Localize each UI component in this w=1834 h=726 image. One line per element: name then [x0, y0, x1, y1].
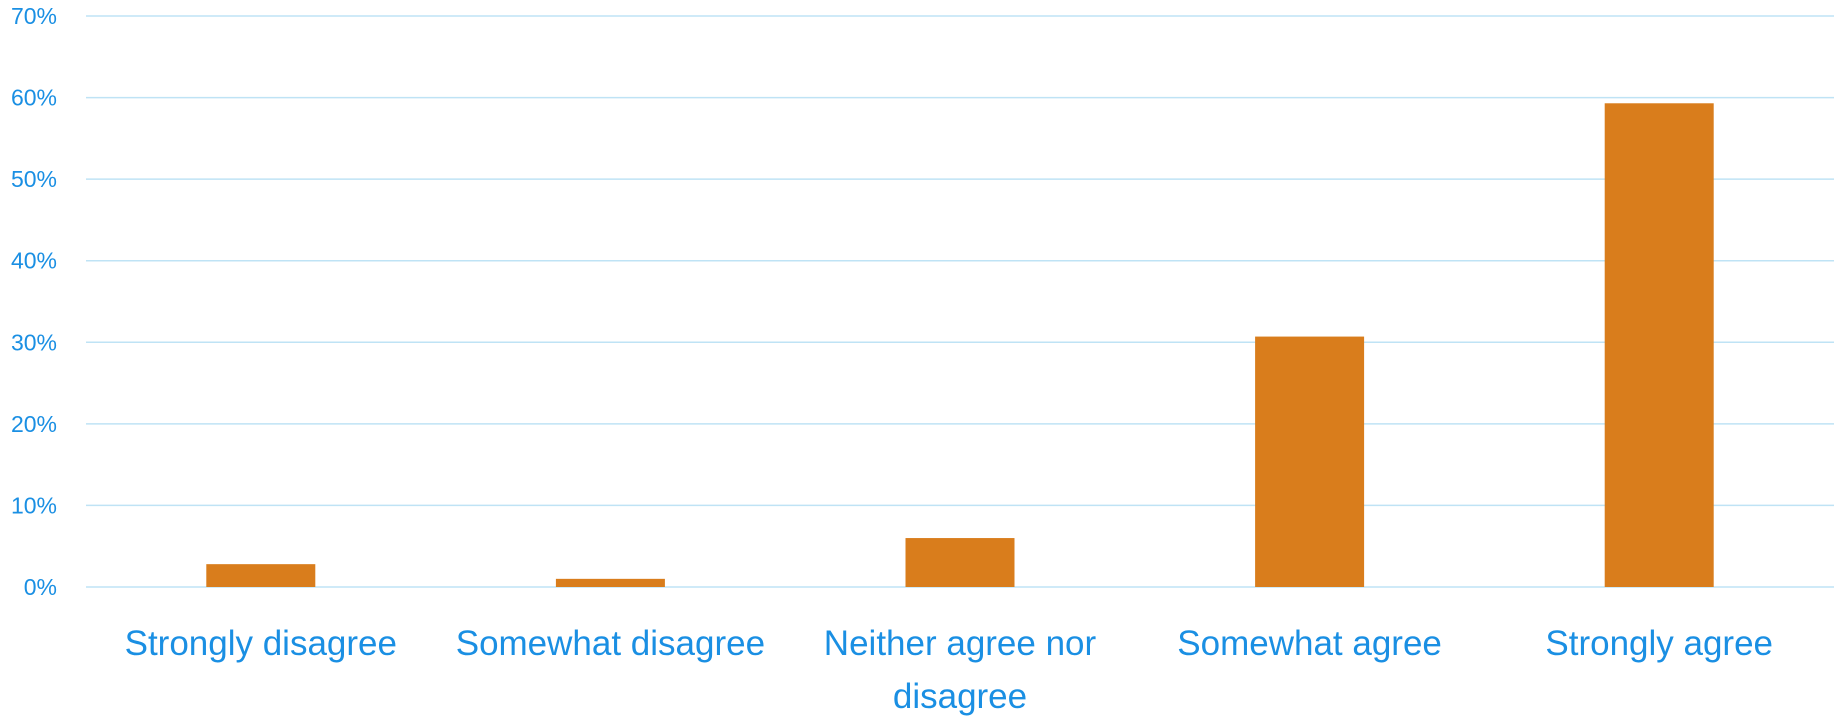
bar [555, 578, 665, 587]
bar [905, 538, 1015, 587]
x-category-label: Strongly disagree [125, 624, 397, 663]
bars [206, 103, 1714, 587]
y-tick-label: 20% [11, 411, 57, 437]
x-category-label-line: Somewhat disagree [456, 624, 765, 663]
bar [1604, 103, 1714, 587]
grid-lines [86, 15, 1834, 588]
y-tick-label: 70% [11, 3, 57, 29]
y-tick-label: 50% [11, 166, 57, 192]
y-tick-label: 0% [24, 574, 57, 600]
x-category-label: Strongly agree [1545, 624, 1773, 663]
x-category-label: Somewhat disagree [456, 624, 765, 663]
x-category-label: Somewhat agree [1177, 624, 1442, 663]
x-category-label-line: Neither agree nor [824, 624, 1097, 663]
y-tick-label: 60% [11, 85, 57, 111]
x-category-label-line: Somewhat agree [1177, 624, 1442, 663]
x-axis-category-labels: Strongly disagree Somewhat disagree Neithe… [125, 624, 1773, 716]
y-tick-label: 30% [11, 329, 57, 355]
x-category-label-line: Strongly agree [1545, 624, 1773, 663]
x-category-label: Neither agree nor disagree [824, 624, 1097, 716]
y-axis-tick-labels: 0% 10% 20% 30% 40% 50% 60% 70% [11, 3, 57, 600]
bar [206, 564, 316, 587]
bar [1255, 336, 1365, 587]
y-tick-label: 10% [11, 492, 57, 518]
x-category-label-line: Strongly disagree [125, 624, 397, 663]
x-category-label-line: disagree [893, 677, 1027, 716]
y-tick-label: 40% [11, 248, 57, 274]
